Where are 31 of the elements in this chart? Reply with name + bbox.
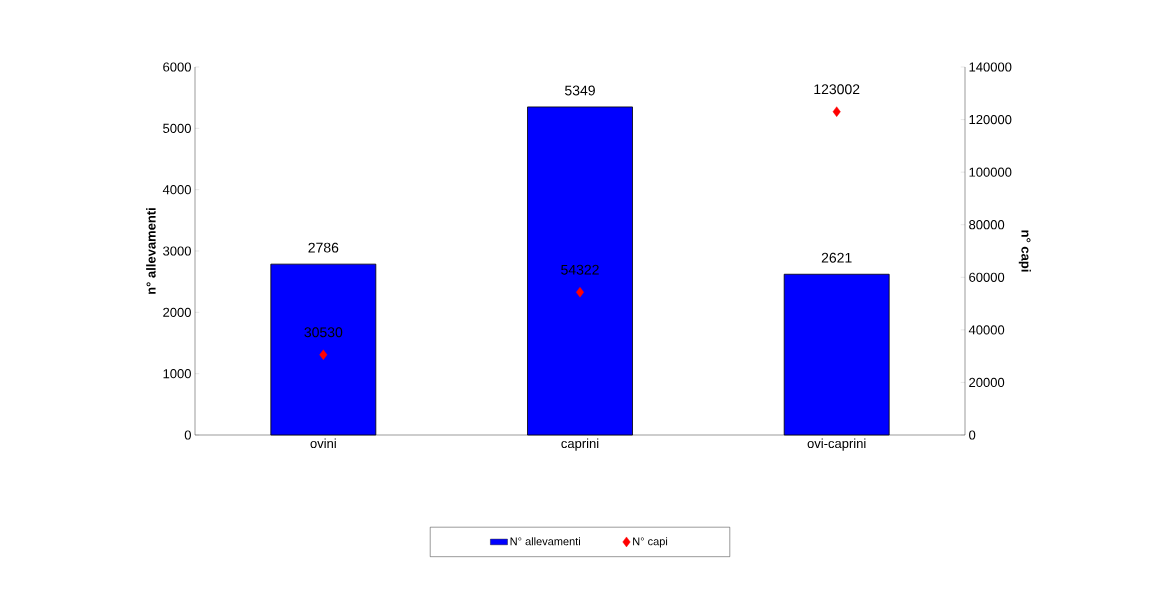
x-tick-label: ovi-caprini [807, 438, 866, 451]
legend-label: N° capi [633, 537, 668, 548]
data-label: 54322 [561, 264, 599, 275]
data-label: 2786 [308, 242, 339, 253]
x-tick-label: ovini [310, 438, 336, 449]
legend-label: N° allevamenti [510, 537, 580, 546]
y2-axis-title: n° capi [1018, 230, 1031, 272]
point [832, 106, 841, 117]
y2-tick-label: 100000 [969, 167, 1012, 177]
y2-tick-label: 60000 [969, 272, 1005, 282]
y2-tick-label: 0 [969, 430, 976, 440]
y2-tick-label: 40000 [968, 325, 1005, 335]
point [576, 287, 584, 298]
y-tick-label: 3000 [163, 246, 191, 256]
y2-tick-label: 80000 [969, 220, 1005, 230]
y2-tick-label: 120000 [969, 114, 1012, 125]
y-tick-label: 4000 [162, 185, 191, 195]
y-axis-title: n° allevamenti [146, 208, 156, 294]
data-label: 5349 [565, 85, 595, 96]
data-label: 30530 [304, 327, 343, 338]
y-tick-label: 5000 [163, 123, 191, 133]
y2-tick-label: 140000 [969, 62, 1012, 72]
x-tick-label: caprini [561, 438, 599, 451]
data-label: 2621 [821, 252, 852, 263]
y-tick-label: 2000 [163, 307, 191, 317]
y-tick-label: 6000 [163, 62, 191, 72]
data-label: 123002 [814, 84, 860, 95]
point [319, 349, 328, 360]
y2-tick-label: 20000 [969, 377, 1005, 388]
y-tick-label: 0 [184, 430, 191, 440]
y-tick-label: 1000 [163, 369, 191, 379]
